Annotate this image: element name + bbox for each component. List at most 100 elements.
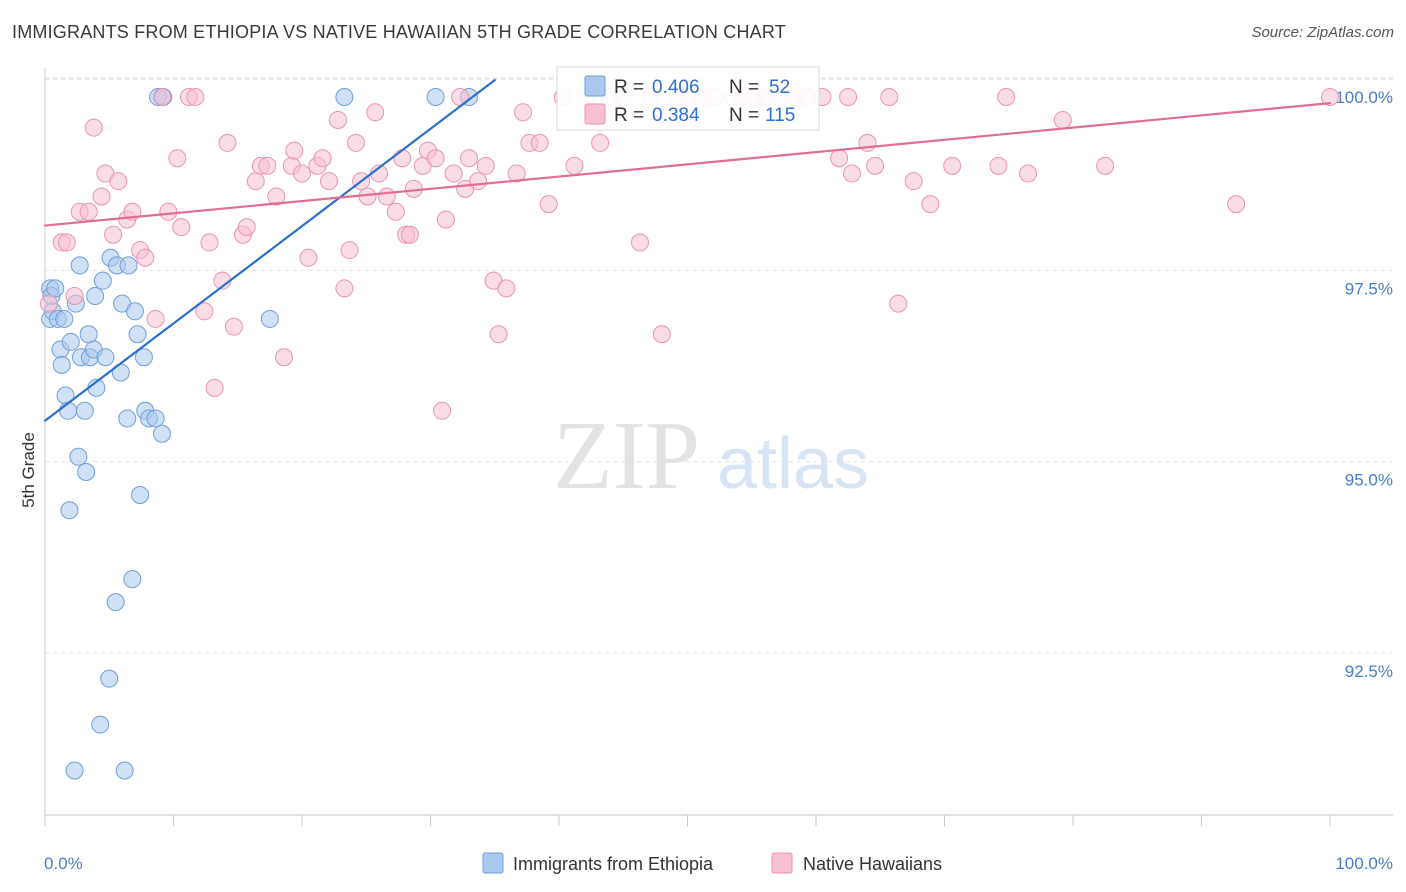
y-tick-label-1: 97.5%	[1345, 279, 1393, 298]
point-ethiopia-11	[60, 501, 79, 520]
legend-item-hawaiians[interactable]: Native Hawaiians	[771, 852, 942, 874]
point-hawaiian-60	[436, 210, 455, 229]
point-ethiopia-38	[125, 302, 144, 321]
y-tick-label-3: 92.5%	[1345, 662, 1393, 681]
x-tick-label-min: 0.0%	[44, 854, 83, 873]
x-ticks	[44, 815, 1331, 826]
point-hawaiian-41	[319, 172, 338, 191]
point-hawaiian-66	[476, 156, 495, 175]
point-hawaiian-9	[104, 225, 123, 244]
point-hawaiian-76	[565, 156, 584, 175]
point-hawaiian-3	[65, 286, 84, 305]
point-hawaiian-34	[275, 348, 294, 367]
point-hawaiian-65	[469, 172, 488, 191]
point-hawaiian-73	[530, 133, 549, 152]
point-hawaiian-32	[258, 156, 277, 175]
point-ethiopia-27	[96, 348, 115, 367]
point-ethiopia-16	[70, 256, 89, 275]
point-hawaiian-83	[652, 325, 671, 344]
point-hawaiian-10	[109, 172, 128, 191]
point-hawaiian-5	[79, 202, 98, 221]
point-hawaiian-81	[630, 233, 649, 252]
point-hawaiian-105	[943, 156, 962, 175]
point-hawaiian-30	[246, 172, 265, 191]
point-ethiopia-41	[134, 348, 153, 367]
point-hawaiian-36	[285, 141, 304, 160]
point-hawaiian-22	[195, 302, 214, 321]
x-tick-label-max: 100.0%	[1335, 854, 1393, 873]
legend-label-hawaiians: Native Hawaiians	[803, 854, 942, 874]
point-ethiopia-49	[335, 88, 354, 106]
point-hawaiian-6	[84, 118, 103, 137]
y-axis-label: 5th Grade	[19, 432, 38, 508]
point-ethiopia-20	[79, 325, 98, 344]
point-ethiopia-19	[77, 463, 96, 482]
point-ethiopia-50	[426, 88, 445, 106]
trend-lines	[43, 79, 1332, 422]
point-hawaiian-54	[400, 225, 419, 244]
legend-item-ethiopia[interactable]: Immigrants from Ethiopia	[482, 852, 714, 874]
point-hawaiian-96	[830, 149, 849, 168]
point-ethiopia-10	[59, 401, 78, 420]
y-tick-label-0: 100.0%	[1335, 88, 1393, 107]
point-hawaiian-37	[293, 164, 311, 183]
chart-title: IMMIGRANTS FROM ETHIOPIA VS NATIVE HAWAI…	[12, 22, 786, 42]
stats-n-value-pink: 115	[765, 105, 795, 126]
point-ethiopia-36	[119, 256, 138, 275]
gridlines	[45, 77, 1393, 654]
source-credit: Source: ZipAtlas.com	[1251, 24, 1394, 41]
point-hawaiian-2	[57, 233, 76, 252]
stats-swatch-blue	[584, 75, 606, 97]
point-ethiopia-8	[55, 309, 74, 328]
point-hawaiian-16	[152, 88, 171, 106]
point-hawaiian-33	[267, 187, 286, 206]
point-hawaiian-15	[146, 309, 165, 328]
point-hawaiian-61	[444, 164, 463, 183]
point-hawaiian-71	[514, 103, 533, 122]
point-hawaiian-103	[904, 172, 923, 191]
stats-n-value-blue: 52	[769, 77, 790, 98]
point-hawaiian-106	[989, 156, 1008, 175]
point-hawaiian-52	[393, 149, 412, 168]
point-hawaiian-48	[366, 103, 385, 122]
point-hawaiian-45	[346, 133, 365, 152]
point-hawaiian-43	[335, 279, 354, 298]
point-ethiopia-37	[123, 570, 142, 589]
point-hawaiian-24	[205, 378, 224, 397]
point-ethiopia-45	[152, 424, 171, 443]
trend-line-ethiopia	[43, 79, 496, 422]
point-ethiopia-4	[46, 279, 65, 298]
point-hawaiian-97	[839, 88, 858, 106]
point-hawaiian-100	[866, 156, 885, 175]
point-ethiopia-34	[115, 761, 134, 780]
series-hawaiian-points	[39, 88, 1339, 420]
point-ethiopia-26	[93, 271, 112, 290]
point-ethiopia-15	[69, 447, 88, 466]
point-hawaiian-74	[539, 195, 558, 214]
point-hawaiian-40	[313, 149, 332, 168]
point-hawaiian-26	[218, 133, 237, 152]
point-ethiopia-12	[61, 332, 80, 351]
point-hawaiian-38	[299, 248, 318, 267]
point-hawaiian-17	[159, 202, 178, 221]
point-ethiopia-23	[86, 286, 105, 305]
legend-label-ethiopia: Immigrants from Ethiopia	[513, 854, 714, 874]
stats-r-label-blue: R =	[614, 77, 644, 98]
point-hawaiian-7	[92, 187, 111, 206]
point-ethiopia-30	[106, 593, 125, 612]
point-hawaiian-19	[172, 218, 191, 237]
point-ethiopia-48	[260, 309, 279, 328]
point-hawaiian-108	[1019, 164, 1038, 183]
stats-r-value-pink: 0.384	[652, 105, 700, 126]
point-hawaiian-50	[377, 187, 396, 206]
point-ethiopia-28	[100, 669, 119, 688]
point-hawaiian-98	[842, 164, 861, 183]
point-hawaiian-104	[921, 195, 940, 214]
stats-box: R = 0.406 N = 52 R = 0.384 N = 115	[556, 66, 820, 131]
point-ethiopia-7	[52, 355, 71, 374]
point-hawaiian-107	[997, 88, 1016, 106]
point-hawaiian-58	[426, 149, 445, 168]
y-tick-labels: 100.0% 97.5% 95.0% 92.5%	[1335, 88, 1393, 681]
stats-n-label-pink: N =	[729, 105, 759, 126]
stats-n-label-blue: N =	[729, 77, 759, 98]
